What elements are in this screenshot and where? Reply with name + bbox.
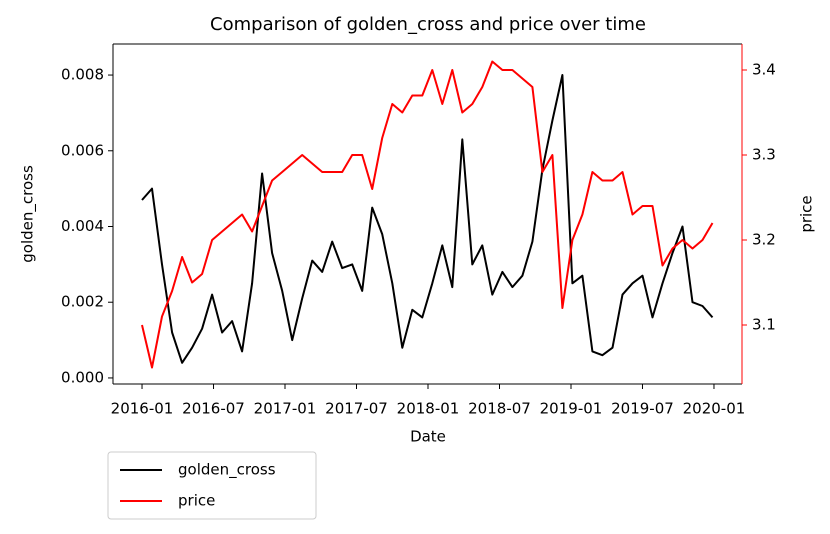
x-tick-label: 2018-07 <box>468 400 531 418</box>
y-tick-label: 0.006 <box>61 141 104 159</box>
x-tick-label: 2016-01 <box>111 400 174 418</box>
y-tick-label: 0.000 <box>61 368 104 386</box>
legend-box <box>107 451 317 520</box>
y-tick-label: 0.002 <box>61 293 104 311</box>
y-axis-label: golden_cross <box>19 165 38 263</box>
line-series <box>141 60 714 369</box>
x-tick-label: 2019-01 <box>540 400 603 418</box>
x-tick-label: 2017-07 <box>325 400 388 418</box>
x-tick-label: 2019-07 <box>611 400 674 418</box>
chart-title: Comparison of golden_cross and price ove… <box>210 14 646 35</box>
y-tick-label: 0.004 <box>61 217 104 235</box>
y2-tick-label: 3.2 <box>752 231 776 249</box>
x-tick-label: 2016-07 <box>182 400 245 418</box>
x-axis-label: Date <box>410 428 446 446</box>
legend-label: golden_cross <box>178 461 276 480</box>
line-series <box>141 74 714 364</box>
x-tick-label: 2020-01 <box>683 400 746 418</box>
x-tick-label: 2018-01 <box>397 400 460 418</box>
y-tick-label: 0.008 <box>61 66 104 84</box>
y2-tick-label: 3.4 <box>752 61 776 79</box>
y2-tick-label: 3.3 <box>752 146 776 164</box>
y2-tick-label: 3.1 <box>752 316 776 334</box>
x-tick-label: 2017-01 <box>254 400 317 418</box>
legend-label: price <box>178 492 215 510</box>
y2-axis-label: price <box>798 195 816 232</box>
